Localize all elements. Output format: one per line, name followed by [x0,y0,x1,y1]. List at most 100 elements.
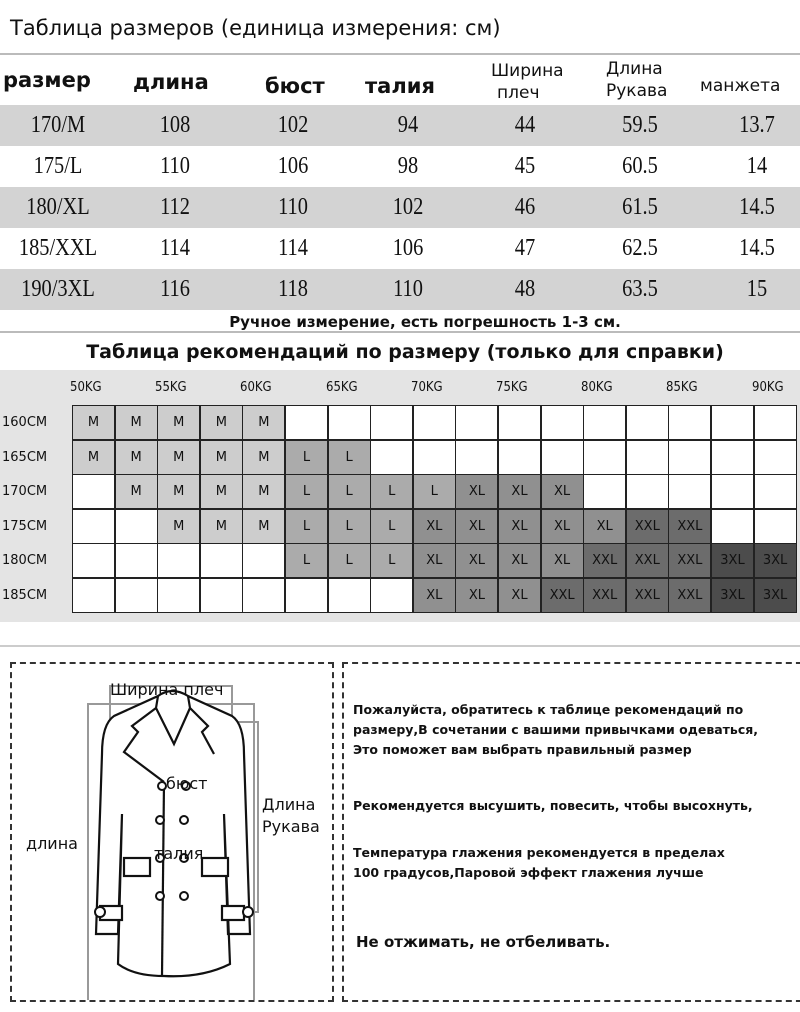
weight-label: 80KG [581,380,613,395]
header-shoulder-line1: Ширина [491,61,564,81]
size-cell-xl: XL [540,543,584,579]
empty-cell [72,508,115,544]
care-box [342,662,800,1002]
size-cell: 185/XXL [18,235,98,261]
size-cell: 98 [397,153,419,179]
empty-cell [242,543,286,579]
empty-cell [668,439,712,475]
size-cell-xxl: XXL [625,508,669,544]
size-cell-m: M [199,405,243,440]
weight-label: 75KG [496,380,528,395]
height-label: 160CM [2,415,48,430]
empty-cell [157,578,201,613]
size-cell-xxl: XXL [668,578,712,613]
size-cell-l: L [327,439,371,475]
care-text-washing: Не отжимать, не отбеливать. [356,933,611,951]
weight-label: 85KG [666,380,699,395]
empty-cell [540,439,584,475]
empty-cell [625,474,669,510]
size-cell-l: L [412,474,456,510]
size-cell: 112 [160,194,190,220]
size-cell: 106 [392,235,424,261]
coat-outline [94,689,252,978]
label-sleeve: Длина Рукава [262,794,320,838]
size-cell-l: L [370,508,414,544]
size-cell-m: M [242,474,286,510]
size-cell-3xl: 3XL [753,543,797,579]
size-row: 185/XXL 114 114 106 47 62.5 14.5 [0,228,800,269]
size-cell-xl: XL [498,474,541,510]
size-cell-m: M [72,439,115,475]
header-sleeve-line2: Рукава [606,81,668,101]
empty-cell [583,474,627,510]
empty-cell [498,405,541,440]
size-cell: 110 [393,276,423,302]
label-sleeve-line1: Длина [262,795,316,814]
care-line: Температура глажения рекомендуется в пре… [353,845,725,860]
empty-cell [711,474,754,510]
weight-label: 90KG [751,380,784,395]
size-cell-m: M [199,474,243,510]
empty-cell [242,578,286,613]
size-cell: 44 [514,112,536,138]
height-label: 175CM [2,518,48,534]
size-row: 170/M 108 102 94 44 59.5 13.7 [0,105,800,146]
size-cell: 102 [392,194,424,220]
size-cell: 47 [514,235,536,261]
empty-cell [199,543,243,579]
size-cell: 46 [514,194,536,220]
size-cell-xl: XL [412,508,456,544]
empty-cell [753,474,797,510]
care-line: 100 градусов,Паровой эффект глажения луч… [353,865,704,880]
size-cell: 110 [278,194,308,220]
size-cell: 114 [278,235,308,261]
empty-cell [625,405,669,440]
size-cell: 59.5 [622,112,658,138]
empty-cell [583,405,627,440]
size-cell: 14.5 [739,194,775,220]
size-cell-3xl: 3XL [753,578,797,613]
empty-cell [753,508,797,544]
size-cell-l: L [327,543,371,579]
empty-cell [625,439,669,475]
size-cell-m: M [157,508,201,544]
weight-label: 70KG [410,380,443,395]
empty-cell [540,405,584,440]
size-cell-xl: XL [455,508,499,544]
size-row: 175/L 110 106 98 45 60.5 14 [0,146,800,187]
empty-cell [668,405,712,440]
size-cell-xl: XL [455,543,499,579]
empty-cell [72,474,115,510]
size-cell-xl: XL [540,508,584,544]
size-cell-xl: XL [498,508,541,544]
empty-cell [114,543,158,579]
size-cell-m: M [242,439,286,475]
size-cell-l: L [285,439,328,475]
empty-cell [711,439,754,475]
size-cell: 15 [746,276,768,302]
empty-cell [285,405,328,440]
empty-cell [114,578,158,613]
size-cell: 116 [160,276,190,302]
empty-cell [72,543,115,579]
size-cell: 106 [277,153,309,179]
header-length: длина [133,70,209,94]
empty-cell [114,508,158,544]
empty-cell [370,439,414,475]
size-cell-m: M [114,474,158,510]
header-bust: бюст [265,74,325,98]
size-table-title: Таблица размеров (единица измерения: см) [10,16,501,40]
header-sleeve: Длина Рукава [606,58,667,102]
height-label: 170CM [2,484,48,500]
size-cell-m: M [199,439,243,475]
empty-cell [412,405,456,440]
size-cell-xl: XL [498,578,541,613]
empty-cell [455,405,499,440]
size-cell-m: M [72,405,115,440]
size-cell-l: L [285,474,328,510]
size-cell-xl: XL [540,474,584,510]
divider [0,645,800,647]
empty-cell [370,578,414,613]
header-shoulder-line2: плеч [497,83,540,103]
empty-cell [455,439,499,475]
